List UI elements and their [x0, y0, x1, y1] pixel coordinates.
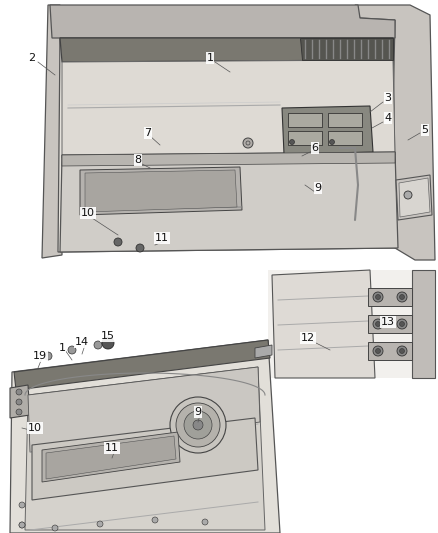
- Text: 8: 8: [134, 155, 141, 165]
- Text: 2: 2: [28, 53, 35, 63]
- Bar: [328, 113, 362, 127]
- Polygon shape: [355, 5, 435, 260]
- Polygon shape: [268, 270, 435, 378]
- Circle shape: [375, 349, 381, 353]
- Polygon shape: [300, 38, 393, 60]
- Polygon shape: [42, 432, 180, 482]
- Text: 4: 4: [385, 113, 392, 123]
- Polygon shape: [28, 367, 260, 452]
- Circle shape: [243, 138, 253, 148]
- Polygon shape: [14, 340, 270, 390]
- Circle shape: [399, 295, 405, 300]
- Circle shape: [94, 341, 102, 349]
- Text: 15: 15: [101, 331, 115, 341]
- Circle shape: [373, 292, 383, 302]
- Circle shape: [375, 295, 381, 300]
- Circle shape: [16, 389, 22, 395]
- Polygon shape: [10, 385, 30, 418]
- Circle shape: [16, 399, 22, 405]
- Circle shape: [114, 238, 122, 246]
- Text: 19: 19: [33, 351, 47, 361]
- Text: 11: 11: [155, 233, 169, 243]
- Text: 10: 10: [81, 208, 95, 218]
- Text: 14: 14: [75, 337, 89, 347]
- Circle shape: [397, 346, 407, 356]
- Polygon shape: [272, 270, 375, 378]
- Circle shape: [397, 292, 407, 302]
- Polygon shape: [60, 152, 398, 252]
- Polygon shape: [60, 38, 393, 62]
- Text: 3: 3: [385, 93, 392, 103]
- Circle shape: [397, 319, 407, 329]
- Text: 9: 9: [314, 183, 321, 193]
- Text: 1: 1: [59, 343, 66, 353]
- Circle shape: [52, 525, 58, 531]
- Polygon shape: [62, 152, 395, 166]
- Circle shape: [375, 321, 381, 327]
- Circle shape: [136, 244, 144, 252]
- Bar: [288, 131, 322, 145]
- Circle shape: [176, 403, 220, 447]
- Polygon shape: [32, 418, 258, 500]
- Text: 9: 9: [194, 407, 201, 417]
- Text: 11: 11: [105, 443, 119, 453]
- Polygon shape: [396, 175, 432, 220]
- Polygon shape: [282, 106, 373, 154]
- Circle shape: [373, 319, 383, 329]
- Text: 6: 6: [311, 143, 318, 153]
- Circle shape: [193, 420, 203, 430]
- Circle shape: [399, 349, 405, 353]
- Circle shape: [19, 522, 25, 528]
- Text: 7: 7: [145, 128, 152, 138]
- Text: 13: 13: [381, 317, 395, 327]
- Circle shape: [170, 397, 226, 453]
- Circle shape: [16, 409, 22, 415]
- Polygon shape: [368, 288, 412, 306]
- Polygon shape: [62, 60, 395, 158]
- Polygon shape: [80, 167, 242, 215]
- Polygon shape: [42, 5, 62, 258]
- Bar: [288, 113, 322, 127]
- Text: 10: 10: [28, 423, 42, 433]
- Circle shape: [202, 519, 208, 525]
- Circle shape: [290, 140, 294, 144]
- Polygon shape: [58, 38, 396, 252]
- Circle shape: [97, 521, 103, 527]
- Polygon shape: [25, 367, 265, 530]
- Circle shape: [329, 140, 335, 144]
- Polygon shape: [399, 178, 430, 217]
- Circle shape: [373, 346, 383, 356]
- Polygon shape: [46, 436, 176, 479]
- Polygon shape: [368, 342, 412, 360]
- Circle shape: [19, 522, 25, 528]
- Text: 12: 12: [301, 333, 315, 343]
- Polygon shape: [85, 170, 237, 212]
- Circle shape: [404, 191, 412, 199]
- Polygon shape: [255, 345, 272, 358]
- Text: 1: 1: [206, 53, 213, 63]
- Circle shape: [102, 337, 114, 349]
- Polygon shape: [368, 315, 412, 333]
- Circle shape: [152, 517, 158, 523]
- Circle shape: [19, 502, 25, 508]
- Polygon shape: [412, 270, 435, 378]
- Polygon shape: [50, 5, 395, 38]
- Text: 5: 5: [421, 125, 428, 135]
- Polygon shape: [10, 340, 280, 533]
- Circle shape: [399, 321, 405, 327]
- Bar: [328, 131, 362, 145]
- Circle shape: [68, 346, 76, 354]
- Circle shape: [184, 411, 212, 439]
- Circle shape: [44, 352, 52, 360]
